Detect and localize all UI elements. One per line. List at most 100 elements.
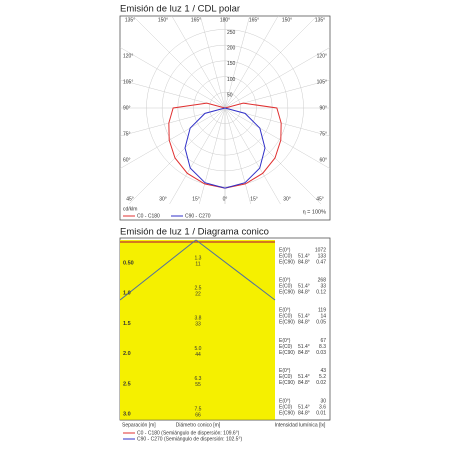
angle-label: 165° bbox=[191, 17, 201, 23]
e-angle: 51.4° bbox=[298, 374, 310, 380]
grid-ray bbox=[224, 107, 251, 204]
grid-ray bbox=[224, 16, 250, 109]
grid-ray bbox=[132, 16, 226, 109]
separation: 2.0 bbox=[123, 351, 131, 357]
e-label: E(0°) bbox=[279, 338, 291, 344]
e-label: E(C0) bbox=[279, 253, 292, 259]
angle-label: 15° bbox=[250, 196, 258, 202]
e-value: 268 bbox=[318, 278, 327, 284]
grid-ray bbox=[128, 107, 226, 204]
angle-label: 90° bbox=[319, 105, 327, 111]
e-value: 33 bbox=[320, 284, 326, 290]
e-angle: 84.8° bbox=[298, 290, 310, 296]
area: 55 bbox=[195, 382, 201, 388]
r-tick-label: 250 bbox=[227, 30, 236, 36]
e-value: 0.12 bbox=[316, 290, 326, 296]
polar-curve bbox=[224, 102, 282, 189]
grid-ray bbox=[120, 79, 226, 109]
e-angle: 84.8° bbox=[298, 380, 310, 386]
r-tick-label: 100 bbox=[227, 77, 236, 83]
area: 66 bbox=[195, 412, 201, 418]
angle-label: 105° bbox=[317, 79, 327, 85]
angle-label: 90° bbox=[123, 105, 131, 111]
angle-label: 75° bbox=[123, 131, 131, 137]
e-value: 0.01 bbox=[316, 410, 326, 416]
angle-label: 45° bbox=[316, 196, 324, 202]
diameter: 1.3 bbox=[195, 255, 202, 261]
angle-label: 165° bbox=[249, 17, 259, 23]
angle-label: 60° bbox=[319, 157, 327, 163]
e-angle: 84.8° bbox=[298, 259, 310, 265]
unit-label: cd/klm bbox=[123, 206, 137, 212]
e-value: 0.47 bbox=[316, 259, 326, 265]
e-angle: 51.4° bbox=[298, 253, 310, 259]
r-tick-label: 200 bbox=[227, 45, 236, 51]
diameter: 5.0 bbox=[195, 346, 202, 352]
r-tick-label: 50 bbox=[227, 93, 233, 99]
polar-curve bbox=[224, 107, 266, 189]
angle-label: 60° bbox=[123, 157, 131, 163]
angle-label: 45° bbox=[126, 196, 134, 202]
e-label: E(C90) bbox=[279, 350, 295, 356]
area: 44 bbox=[195, 352, 201, 358]
e-label: E(0°) bbox=[279, 308, 291, 314]
e-angle: 51.4° bbox=[298, 284, 310, 290]
cone-edge bbox=[195, 239, 276, 301]
e-value: 0.03 bbox=[316, 350, 326, 356]
cone-title: Emisión de luz 1 / Diagrama conico bbox=[120, 227, 269, 238]
grid-ray bbox=[224, 107, 281, 204]
grid-ray bbox=[199, 107, 226, 204]
legend-label: C90 - C270 (Semiángulo de dispersión: 10… bbox=[137, 436, 242, 442]
polar-grid bbox=[120, 16, 330, 204]
separation: 2.5 bbox=[123, 381, 131, 387]
grid-ray bbox=[120, 107, 226, 169]
legend-label: C0 - C180 (Semiángulo de dispersión: 109… bbox=[137, 430, 240, 436]
e-angle: 51.4° bbox=[298, 314, 310, 320]
e-value: 119 bbox=[318, 308, 326, 314]
e-label: E(C90) bbox=[279, 259, 295, 265]
angle-label: 150° bbox=[282, 17, 292, 23]
diameter: 3.8 bbox=[195, 316, 202, 322]
e-value: 8.3 bbox=[319, 344, 326, 350]
e-label: E(C90) bbox=[279, 380, 295, 386]
grid-ray bbox=[120, 47, 226, 109]
grid-ray bbox=[169, 107, 226, 204]
e-label: E(0°) bbox=[279, 368, 291, 374]
e-value: 30 bbox=[320, 398, 326, 404]
e-value: 1072 bbox=[315, 247, 326, 253]
polar-curve bbox=[168, 102, 226, 189]
grid-ray bbox=[224, 16, 279, 109]
efficiency: η = 100% bbox=[303, 209, 327, 215]
angle-label: 180° bbox=[220, 17, 230, 23]
cone-area bbox=[120, 240, 275, 420]
diameter: 2.5 bbox=[195, 286, 202, 292]
angle-label: 15° bbox=[192, 196, 200, 202]
e-angle: 84.8° bbox=[298, 320, 310, 326]
area: 33 bbox=[195, 322, 201, 328]
grid-ray bbox=[200, 16, 226, 109]
e-value: 0.05 bbox=[316, 320, 326, 326]
legend-label: C90 - C270 bbox=[185, 213, 211, 219]
separation: 1.5 bbox=[123, 321, 131, 327]
footer-label: Diámetro conico [m] bbox=[176, 422, 221, 428]
grid-ray bbox=[224, 16, 318, 109]
e-value: 67 bbox=[320, 338, 326, 344]
separation: 3.0 bbox=[123, 411, 131, 417]
e-label: E(C0) bbox=[279, 344, 292, 350]
e-value: 14 bbox=[320, 314, 326, 320]
angle-label: 0° bbox=[223, 196, 228, 202]
grid-ray bbox=[224, 47, 330, 109]
grid-ray bbox=[171, 16, 226, 109]
angle-label: 30° bbox=[283, 196, 291, 202]
angle-label: 120° bbox=[123, 53, 133, 59]
e-value: 43 bbox=[320, 368, 326, 374]
polar-curve bbox=[184, 107, 226, 189]
r-tick-label: 150 bbox=[227, 61, 236, 67]
e-angle: 51.4° bbox=[298, 404, 310, 410]
angle-label: 135° bbox=[315, 17, 325, 23]
e-label: E(C90) bbox=[279, 320, 295, 326]
angle-label: 150° bbox=[158, 17, 168, 23]
area: 11 bbox=[195, 261, 200, 267]
e-label: E(C90) bbox=[279, 410, 295, 416]
grid-ray bbox=[224, 79, 330, 109]
